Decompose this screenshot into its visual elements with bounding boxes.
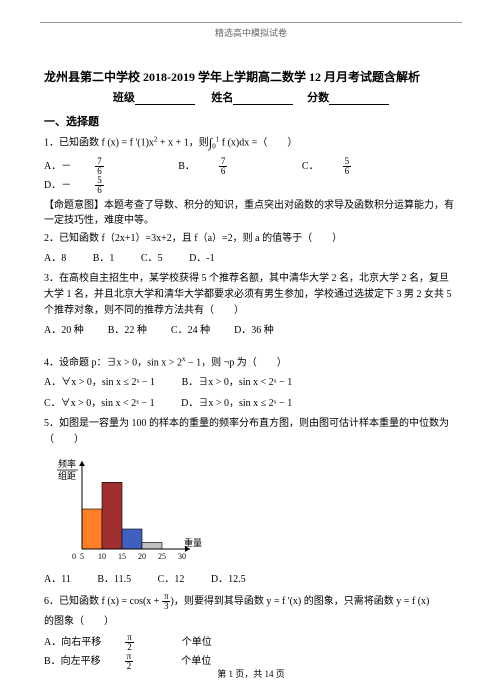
- q3-optB: B．22 种: [108, 322, 147, 340]
- q6-stem2: 的图象（ ）: [44, 614, 458, 630]
- frac-icon: 56: [95, 176, 128, 195]
- q3-stem: 3．在高校自主招生中，某学校获得 5 个推荐名额，其中清华大学 2 名，北京大学…: [44, 271, 458, 319]
- q6-text-b: )，则要得到其导函数 y = f '(x) 的图象，只需将函数 y = f (x…: [170, 596, 429, 607]
- frac-d: 6: [343, 167, 352, 176]
- q1-c-pre: C．: [302, 158, 319, 176]
- q4-options-row1: A．∀x > 0，sin x ≤ 2ˣ − 1 B．∃x > 0，sin x <…: [44, 374, 458, 392]
- svg-text:0: 0: [72, 552, 76, 561]
- q2-options: A．8 B．1 C．5 D．-1: [44, 250, 458, 268]
- q1-optB: B． 76: [178, 157, 275, 176]
- q4-optD: D．∃x > 0，sin x ≤ 2ˣ − 1: [181, 395, 292, 413]
- q1-text-a: 1．已知函数 f (x) = f '(1)x: [44, 138, 154, 149]
- q5-histogram: 5 10 15 20 25 30 频率组距重量 0: [54, 452, 458, 567]
- frac-d: 6: [219, 167, 228, 176]
- q6-a-post: 个单位: [182, 634, 212, 652]
- page-footer: 第 1 页，共 14 页: [0, 667, 502, 680]
- q1-optC: C． 56: [302, 157, 399, 176]
- svg-text:5: 5: [80, 552, 84, 561]
- q1-b-pre: B．: [178, 158, 195, 176]
- q6-text-a: 6．已知函数 f (x) = cos(x +: [44, 596, 162, 607]
- q5-optA: A．11: [44, 571, 71, 589]
- q1-note: 【命题意图】本题考查了导数、积分的知识，重点突出对函数的求导及函数积分运算能力，…: [44, 198, 458, 228]
- q6-optA: A．向右平移 π2 个单位: [44, 633, 236, 652]
- q4-optA: A．∀x > 0，sin x ≤ 2ˣ − 1: [44, 374, 155, 392]
- svg-text:25: 25: [158, 552, 166, 561]
- svg-text:20: 20: [138, 552, 146, 561]
- class-label: 班级: [113, 92, 135, 104]
- frac-icon: π2: [125, 633, 158, 652]
- q2-optA: A．8: [44, 250, 66, 268]
- svg-text:组距: 组距: [58, 470, 76, 481]
- svg-text:15: 15: [118, 552, 126, 561]
- q4-text-a: 4．设命题 p：∃x > 0，sin x > 2: [44, 357, 182, 368]
- q4-text-b: − 1，则 ¬p 为（ ）: [185, 357, 286, 368]
- q2-stem: 2．已知函数 f（2x+1）=3x+2，且 f（a）=2，则 a 的值等于（ ）: [44, 231, 458, 247]
- q4-optB: B．∃x > 0，sin x < 2ˣ − 1: [182, 374, 293, 392]
- q2-optC: C．5: [141, 250, 163, 268]
- q6-stem: 6．已知函数 f (x) = cos(x + π3)，则要得到其导函数 y = …: [44, 592, 458, 611]
- q2-optD: D．-1: [189, 250, 215, 268]
- frac-icon: 76: [219, 157, 252, 176]
- q4-options-row2: C．∀x > 0，sin x < 2ˣ − 1 D．∃x > 0，sin x ≤…: [44, 395, 458, 413]
- frac-icon: 76: [95, 157, 128, 176]
- score-blank: [329, 93, 389, 105]
- exam-title: 龙州县第二中学校 2018-2019 学年上学期高二数学 12 月月考试题含解析: [44, 68, 458, 85]
- header-rule: [40, 22, 462, 23]
- frac-icon: 56: [343, 157, 376, 176]
- q5-stem: 5．如图是一容量为 100 的样本的重量的频率分布直方图，则由图可估计样本重量的…: [44, 416, 458, 448]
- q1-options: A．－ 76 B． 76 C． 56 D．－ 56: [44, 157, 458, 195]
- q4-optC: C．∀x > 0，sin x < 2ˣ − 1: [44, 395, 155, 413]
- q3-optD: D．36 种: [234, 322, 274, 340]
- q5-optC: C．12: [158, 571, 185, 589]
- class-blank: [135, 93, 195, 105]
- score-label: 分数: [307, 92, 329, 104]
- section-1-heading: 一、选择题: [44, 113, 458, 129]
- info-line: 班级 姓名 分数: [44, 89, 458, 105]
- page-content: 龙州县第二中学校 2018-2019 学年上学期高二数学 12 月月考试题含解析…: [44, 60, 458, 674]
- q1-text-b: + x + 1，则: [157, 138, 208, 149]
- svg-text:频率: 频率: [58, 458, 76, 469]
- svg-text:重量: 重量: [184, 537, 202, 548]
- header-watermark: 精选高中模拟试卷: [0, 26, 502, 39]
- q1-optD: D．－ 56: [44, 176, 152, 195]
- q5-optB: B．11.5: [97, 571, 131, 589]
- svg-text:10: 10: [98, 552, 106, 561]
- q2-optB: B．1: [93, 250, 115, 268]
- q6-options: A．向右平移π2个单位 B．向左平移π2个单位: [44, 633, 458, 671]
- q1-stem: 1．已知函数 f (x) = f '(1)x2 + x + 1，则∫01 f (…: [44, 133, 458, 154]
- q5-optD: D．12.5: [211, 571, 246, 589]
- q4-stem: 4．设命题 p：∃x > 0，sin x > 2x − 1，则 ¬p 为（ ）: [44, 354, 458, 371]
- svg-text:30: 30: [178, 552, 186, 561]
- frac-d: 6: [95, 186, 104, 195]
- q1-text-c: f (x)dx =（ ）: [219, 138, 297, 149]
- q3-options: A．20 种 B．22 种 C．24 种 D．36 种: [44, 322, 458, 340]
- q1-a-pre: A．－: [44, 158, 71, 176]
- q1-d-pre: D．－: [44, 177, 71, 195]
- q5-options: A．11 B．11.5 C．12 D．12.5: [44, 571, 458, 589]
- histogram-svg: 5 10 15 20 25 30 频率组距重量 0: [54, 452, 204, 567]
- int-lower: 0: [212, 143, 216, 151]
- q3-optA: A．20 种: [44, 322, 84, 340]
- q3-optC: C．24 种: [171, 322, 210, 340]
- name-label: 姓名: [211, 92, 233, 104]
- q1-optA: A．－ 76: [44, 157, 152, 176]
- q6-a-pre: A．向右平移: [44, 634, 101, 652]
- name-blank: [233, 93, 293, 105]
